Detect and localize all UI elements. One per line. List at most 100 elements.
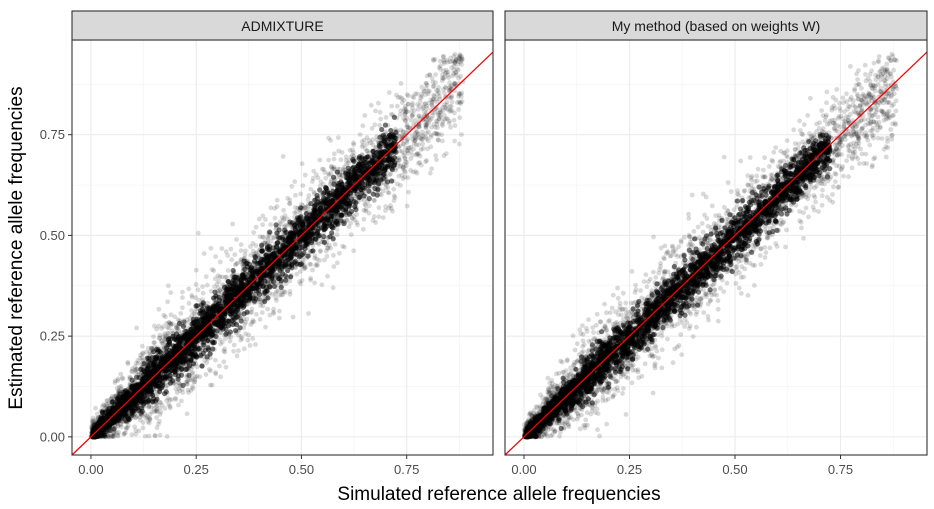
data-point (140, 420, 146, 426)
data-point (405, 124, 411, 130)
data-point (277, 308, 282, 314)
data-point (385, 189, 391, 195)
data-point (212, 276, 218, 282)
data-point (248, 244, 254, 249)
data-point (168, 322, 174, 328)
data-point (140, 425, 146, 431)
data-point (125, 361, 131, 366)
data-point (289, 184, 295, 189)
data-point (93, 405, 98, 411)
data-point (219, 246, 225, 251)
data-point (361, 137, 367, 143)
data-point (335, 135, 341, 141)
data-point (271, 309, 276, 315)
data-point (419, 94, 425, 99)
data-point (209, 382, 215, 388)
data-point (406, 189, 411, 195)
data-point (394, 103, 400, 109)
data-point (230, 221, 236, 227)
data-point (440, 119, 446, 125)
data-point (223, 331, 229, 337)
data-point (405, 148, 411, 154)
data-point (452, 51, 458, 57)
data-point (192, 377, 198, 382)
data-point (420, 146, 426, 151)
data-point (208, 245, 214, 251)
data-point (302, 172, 308, 178)
data-point (448, 55, 453, 61)
data-point (418, 136, 424, 141)
data-point (403, 109, 408, 115)
data-point (191, 379, 197, 385)
data-point (147, 416, 153, 422)
data-point (451, 117, 457, 123)
data-point (243, 248, 248, 254)
data-point (146, 404, 152, 409)
data-point (162, 331, 168, 336)
data-point (379, 126, 385, 133)
data-point (164, 398, 170, 403)
data-point (436, 111, 441, 116)
data-point (293, 209, 299, 215)
data-point (240, 262, 246, 268)
data-point (425, 89, 431, 94)
data-point (408, 117, 414, 123)
data-point (281, 207, 286, 213)
data-point (372, 198, 377, 203)
data-point (453, 70, 459, 76)
data-point (200, 284, 206, 289)
data-point (445, 116, 450, 122)
data-point (265, 295, 271, 301)
data-point (129, 432, 135, 438)
data-point (156, 421, 161, 427)
data-point (400, 129, 406, 134)
data-point (427, 170, 433, 176)
data-point (398, 183, 403, 188)
data-point (132, 424, 138, 430)
data-point (248, 322, 254, 327)
data-point (279, 289, 285, 294)
data-point (395, 181, 400, 187)
data-point (405, 150, 411, 156)
data-point (404, 122, 410, 128)
data-point (138, 352, 143, 358)
data-point (204, 282, 210, 288)
data-point (192, 379, 198, 385)
data-point (292, 179, 298, 185)
data-point (435, 137, 441, 143)
data-point (287, 201, 293, 207)
data-point (428, 144, 434, 150)
data-point (213, 371, 219, 377)
data-point (201, 251, 207, 256)
data-point (414, 91, 420, 97)
data-point (362, 113, 368, 118)
data-point (157, 412, 163, 417)
data-point (413, 91, 418, 97)
data-point (376, 100, 381, 106)
data-point (444, 102, 449, 108)
data-point (156, 323, 162, 329)
data-point (423, 92, 428, 97)
data-point (430, 97, 436, 102)
data-point (414, 151, 420, 157)
data-point (400, 134, 405, 140)
data-point (251, 230, 257, 235)
data-point (440, 138, 445, 144)
data-point (437, 112, 443, 118)
data-point (249, 309, 255, 315)
data-point (411, 141, 417, 147)
data-point (217, 274, 223, 280)
data-point (329, 230, 335, 236)
data-point (176, 402, 181, 408)
data-point (109, 394, 115, 399)
data-point (360, 142, 366, 148)
data-point (366, 203, 372, 209)
data-point (310, 179, 315, 184)
data-point (299, 161, 305, 167)
data-point (391, 186, 397, 192)
data-point (181, 318, 187, 324)
data-point (117, 384, 122, 390)
data-point (392, 195, 398, 200)
data-point (402, 169, 408, 175)
data-point (429, 166, 434, 172)
